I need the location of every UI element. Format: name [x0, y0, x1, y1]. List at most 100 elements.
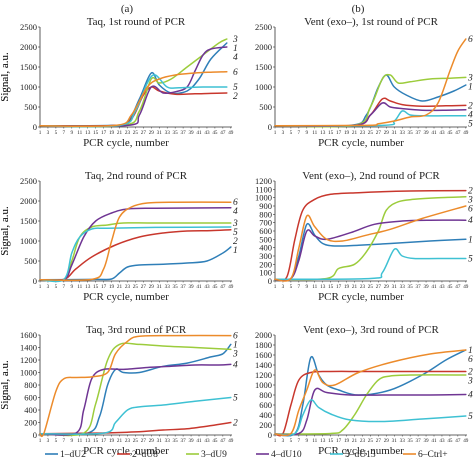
y-tick-label: 400 [259, 243, 272, 253]
x-tick-label: 3 [47, 284, 50, 290]
x-tick-label: 45 [447, 284, 453, 290]
x-tick-label: 19 [344, 438, 350, 444]
y-tick-label: 1100 [255, 184, 272, 194]
x-tick-label: 33 [400, 438, 406, 444]
x-tick-label: 25 [133, 438, 139, 444]
chart-title: Taq, 1st round of PCR [87, 16, 186, 28]
x-tick-label: 37 [416, 284, 422, 290]
x-tick-label: 47 [220, 438, 226, 444]
legend-label: 1–dU2 [60, 450, 86, 460]
x-tick-label: 7 [63, 130, 66, 136]
series-line-5 [274, 110, 467, 127]
series-end-label: 6 [468, 355, 473, 365]
x-tick-label: 31 [392, 284, 398, 290]
x-tick-label: 19 [109, 130, 115, 136]
x-tick-label: 35 [408, 284, 414, 290]
x-tick-label: 9 [306, 284, 309, 290]
series-end-label: 2 [468, 101, 473, 111]
series-end-label: 2 [468, 187, 473, 197]
x-tick-label: 29 [149, 438, 155, 444]
x-tick-label: 13 [85, 284, 91, 290]
series-end-label: 5 [233, 83, 238, 93]
legend-label: 6–Ctrl+ [418, 450, 448, 460]
x-tick-label: 3 [282, 438, 285, 444]
y-tick-label: 400 [24, 405, 37, 415]
series-line-5 [39, 396, 232, 435]
legend: 1–dU2 2–dU8 3–dU9 4–dU10 5–dU13 6–Ctrl+ [45, 450, 448, 460]
x-tick-label: 13 [320, 284, 326, 290]
x-tick-label: 31 [157, 438, 163, 444]
x-tick-label: 13 [320, 438, 326, 444]
chart-panel-1: Taq, 1st round of PCR 0 500 1000 1500 2000 250… [0, 16, 238, 149]
series-line-4 [39, 363, 232, 436]
series-end-label: 1 [468, 82, 473, 92]
x-tick-label: 21 [117, 438, 123, 444]
series-end-label: 2 [233, 237, 238, 247]
x-tick-label: 13 [85, 438, 91, 444]
y-axis-label: Signal, a.u. [0, 52, 11, 102]
x-tick-label: 31 [392, 130, 398, 136]
x-tick-label: 11 [77, 284, 82, 290]
x-tick-label: 11 [77, 130, 82, 136]
x-tick-label: 37 [416, 438, 422, 444]
x-tick-label: 37 [416, 130, 422, 136]
x-tick-label: 9 [71, 438, 74, 444]
y-tick-label: 800 [259, 390, 272, 400]
y-axis-label: Signal, a.u. [0, 360, 11, 410]
y-tick-label: 1800 [255, 340, 272, 350]
chart-panel-3: Taq, 2nd round of PCR 0 500 1000 1500 2000 250… [0, 170, 238, 303]
x-tick-label: 21 [352, 284, 358, 290]
x-tick-label: 35 [173, 284, 179, 290]
x-axis-label: PCR cycle, number [318, 291, 404, 303]
x-tick-label: 31 [157, 130, 163, 136]
x-tick-label: 11 [312, 130, 317, 136]
x-tick-label: 17 [336, 130, 342, 136]
y-tick-label: 1200 [255, 176, 272, 186]
y-tick-label: 1200 [20, 355, 37, 365]
series-line-4 [274, 102, 467, 128]
series-end-label: 4 [468, 110, 473, 120]
x-tick-label: 41 [196, 438, 202, 444]
x-tick-label: 13 [320, 130, 326, 136]
x-tick-label: 45 [212, 130, 218, 136]
y-tick-label: 100 [259, 268, 272, 278]
x-tick-label: 49 [228, 438, 234, 444]
chart-title: Vent (exo–), 2nd round of PCR [302, 170, 440, 182]
x-tick-label: 49 [228, 284, 234, 290]
x-tick-label: 7 [63, 284, 66, 290]
x-tick-label: 27 [376, 284, 382, 290]
x-tick-label: 23 [360, 438, 366, 444]
x-tick-label: 5 [55, 130, 58, 136]
chart-panel-2: Vent (exo–), 1st round of PCR05001000150… [0, 16, 473, 149]
series-end-label: 3 [467, 196, 473, 206]
x-tick-label: 47 [455, 284, 461, 290]
x-axis-label: PCR cycle, number [318, 137, 404, 149]
x-tick-label: 23 [125, 438, 131, 444]
chart-title: Taq, 3rd round of PCR [86, 324, 187, 336]
x-tick-label: 5 [55, 284, 58, 290]
x-tick-label: 5 [290, 284, 293, 290]
x-tick-label: 25 [368, 438, 374, 444]
y-axis-label: Signal, a.u. [0, 360, 11, 410]
series-end-label: 3 [232, 219, 238, 229]
y-tick-label: 0 [33, 122, 37, 132]
series-line-4 [39, 46, 228, 128]
series-line-4 [39, 207, 232, 282]
x-tick-label: 9 [306, 130, 309, 136]
series-end-label: 5 [233, 394, 238, 404]
x-axis-label: PCR cycle, number [83, 291, 169, 303]
x-tick-label: 27 [376, 130, 382, 136]
y-tick-label: 0 [33, 276, 37, 286]
legend-label: 2–dU8 [132, 450, 158, 460]
x-tick-label: 45 [447, 130, 453, 136]
series-end-label: 4 [233, 207, 238, 217]
series-end-label: 2 [468, 368, 473, 378]
y-tick-label: 1400 [255, 360, 272, 370]
y-tick-label: 0 [33, 430, 37, 440]
x-tick-label: 7 [298, 130, 301, 136]
y-tick-label: 1400 [20, 343, 37, 353]
x-tick-label: 41 [431, 284, 437, 290]
series-line-5 [39, 226, 232, 283]
series-end-label: 1 [233, 246, 238, 256]
x-tick-label: 1 [39, 130, 42, 136]
